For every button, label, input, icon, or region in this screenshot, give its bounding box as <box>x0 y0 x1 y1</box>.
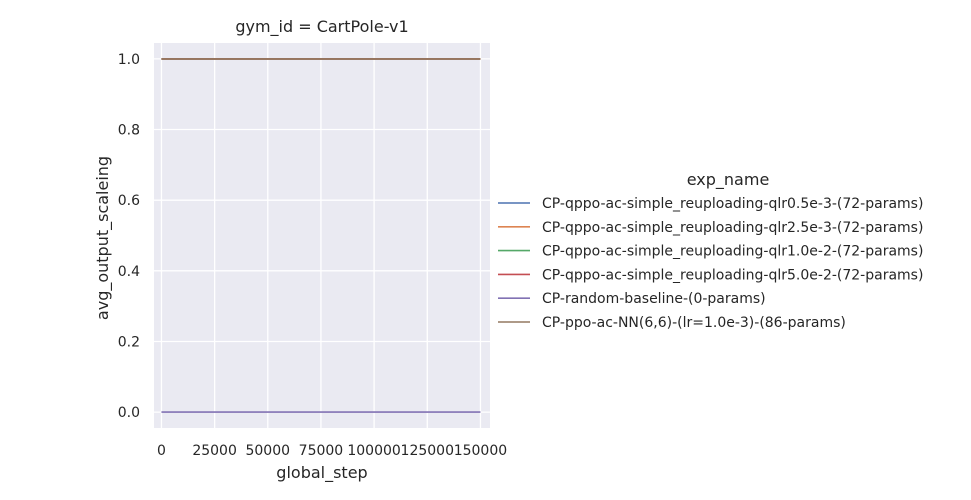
y-tick-label: 0.6 <box>118 193 140 209</box>
plot-area <box>154 43 490 428</box>
legend-item: CP-qppo-ac-simple_reuploading-qlr5.0e-2-… <box>498 267 923 283</box>
legend-item: CP-qppo-ac-simple_reuploading-qlr0.5e-3-… <box>498 196 923 212</box>
y-tick-label: 1.0 <box>118 52 140 68</box>
legend-title: exp_name <box>687 170 770 190</box>
y-tick-label: 0.2 <box>118 334 140 350</box>
legend-label: CP-random-baseline-(0-params) <box>542 291 766 307</box>
legend: exp_name CP-qppo-ac-simple_reuploading-q… <box>498 170 923 331</box>
x-gridlines <box>160 43 482 428</box>
series-lines <box>161 58 481 413</box>
x-tick-label: 0 <box>157 443 166 459</box>
legend-item: CP-random-baseline-(0-params) <box>498 291 766 307</box>
x-tick-label: 25000 <box>192 443 237 459</box>
x-tick-label: 125000 <box>401 443 454 459</box>
legend-item: CP-qppo-ac-simple_reuploading-qlr1.0e-2-… <box>498 244 923 260</box>
legend-label: CP-ppo-ac-NN(6,6)-(lr=1.0e-3)-(86-params… <box>542 315 846 331</box>
x-tick-label: 50000 <box>245 443 290 459</box>
x-tick-label: 100000 <box>347 443 400 459</box>
y-axis-label: avg_output_scaleing <box>93 156 113 320</box>
x-tick-label: 75000 <box>299 443 344 459</box>
y-tick-label: 0.8 <box>118 123 140 139</box>
legend-label: CP-qppo-ac-simple_reuploading-qlr5.0e-2-… <box>542 267 923 283</box>
x-tick-label: 150000 <box>454 443 507 459</box>
y-tick-label: 0.0 <box>118 405 140 421</box>
legend-label: CP-qppo-ac-simple_reuploading-qlr0.5e-3-… <box>542 196 923 212</box>
legend-label: CP-qppo-ac-simple_reuploading-qlr1.0e-2-… <box>542 244 923 260</box>
x-axis-label: global_step <box>276 463 367 483</box>
legend-item: CP-qppo-ac-simple_reuploading-qlr2.5e-3-… <box>498 220 923 236</box>
y-tick-labels: 0.0 0.2 0.4 0.6 0.8 1.0 <box>118 52 140 421</box>
legend-item: CP-ppo-ac-NN(6,6)-(lr=1.0e-3)-(86-params… <box>498 315 846 331</box>
x-tick-labels: 0 25000 50000 75000 100000 125000 150000 <box>157 443 507 459</box>
y-tick-label: 0.4 <box>118 264 140 280</box>
legend-label: CP-qppo-ac-simple_reuploading-qlr2.5e-3-… <box>542 220 923 236</box>
chart-title: gym_id = CartPole-v1 <box>235 17 408 37</box>
